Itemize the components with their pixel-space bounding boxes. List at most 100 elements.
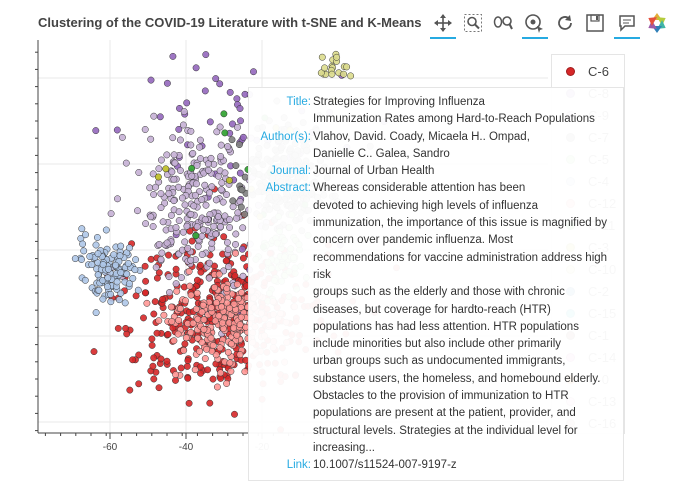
point-c-8[interactable] (238, 245, 246, 253)
point-c-9[interactable] (205, 274, 213, 282)
point-c-12[interactable] (216, 344, 224, 352)
point-c-9[interactable] (157, 190, 165, 198)
point-c-6[interactable] (164, 330, 172, 338)
point-c-9[interactable] (169, 134, 177, 142)
point-c-9[interactable] (150, 191, 158, 198)
point-c-9[interactable] (210, 222, 218, 230)
point-c-9[interactable] (184, 244, 192, 252)
point-c-9[interactable] (172, 224, 180, 231)
save-icon[interactable] (584, 12, 606, 34)
point-c-12[interactable] (215, 312, 223, 320)
tap-icon[interactable] (522, 12, 548, 39)
point-c-9[interactable] (205, 259, 213, 267)
hover-icon[interactable] (614, 12, 640, 39)
point-c-12[interactable] (218, 303, 225, 311)
point-c-7[interactable] (235, 141, 243, 149)
point-c-12[interactable] (167, 303, 175, 311)
reset-icon[interactable] (554, 12, 576, 34)
point-c-9[interactable] (198, 232, 206, 240)
point-c-9[interactable] (181, 201, 189, 209)
point-c-6[interactable] (185, 399, 193, 407)
point-c-12[interactable] (187, 328, 195, 336)
point-c-8[interactable] (183, 99, 191, 107)
point-c-10[interactable] (333, 53, 341, 61)
point-c-9[interactable] (179, 228, 187, 236)
point-c-9[interactable] (134, 207, 141, 215)
point-c-9[interactable] (176, 167, 184, 174)
point-c-4[interactable] (121, 299, 129, 307)
point-c-9[interactable] (214, 213, 222, 221)
point-c-4[interactable] (112, 261, 120, 269)
point-c-8[interactable] (201, 87, 209, 95)
point-c-12[interactable] (196, 347, 204, 355)
point-c-12[interactable] (199, 301, 207, 309)
point-c-12[interactable] (155, 317, 163, 325)
point-c-9[interactable] (225, 263, 233, 271)
point-c-9[interactable] (236, 198, 244, 205)
point-c-8[interactable] (229, 120, 236, 128)
point-c-8[interactable] (175, 125, 183, 133)
point-c-8[interactable] (169, 52, 177, 60)
point-c-4[interactable] (129, 274, 137, 282)
point-c-9[interactable] (204, 166, 212, 174)
point-c-9[interactable] (180, 108, 188, 116)
point-c-12[interactable] (217, 369, 225, 377)
point-c-9[interactable] (142, 220, 150, 228)
point-c-6[interactable] (135, 351, 143, 359)
point-c-12[interactable] (219, 325, 227, 333)
point-c-12[interactable] (227, 367, 235, 375)
point-c-11[interactable] (188, 164, 196, 172)
point-c-12[interactable] (233, 331, 241, 339)
point-c-12[interactable] (191, 366, 199, 374)
point-c-9[interactable] (226, 224, 234, 231)
point-c-8[interactable] (192, 64, 200, 72)
point-c-9[interactable] (219, 198, 227, 206)
point-c-4[interactable] (93, 234, 101, 241)
point-c-12[interactable] (187, 291, 195, 299)
point-c-9[interactable] (157, 156, 165, 164)
point-c-12[interactable] (172, 371, 180, 379)
point-c-12[interactable] (194, 315, 202, 323)
point-c-12[interactable] (207, 334, 215, 342)
point-c-8[interactable] (212, 75, 220, 83)
point-c-6[interactable] (142, 277, 150, 285)
point-c-6[interactable] (151, 298, 159, 306)
point-c-9[interactable] (147, 135, 155, 143)
point-c-8[interactable] (239, 133, 247, 141)
point-c-9[interactable] (202, 201, 210, 209)
point-c-9[interactable] (232, 240, 239, 248)
point-c-6[interactable] (140, 314, 147, 322)
point-c-12[interactable] (237, 313, 245, 321)
point-c-9[interactable] (155, 240, 163, 248)
point-c-12[interactable] (238, 289, 245, 296)
point-c-9[interactable] (165, 273, 173, 281)
point-c-12[interactable] (182, 297, 189, 305)
point-c-12[interactable] (207, 304, 215, 312)
point-c-9[interactable] (217, 153, 225, 160)
point-c-9[interactable] (198, 251, 206, 258)
point-c-6[interactable] (148, 335, 156, 343)
point-c-9[interactable] (223, 191, 230, 199)
point-c-12[interactable] (182, 334, 190, 342)
point-c-8[interactable] (226, 88, 234, 96)
point-c-10[interactable] (317, 69, 325, 77)
point-c-9[interactable] (175, 208, 183, 216)
point-c-12[interactable] (176, 305, 184, 313)
point-c-9[interactable] (150, 112, 158, 120)
point-c-8[interactable] (236, 169, 244, 177)
point-c-12[interactable] (223, 380, 231, 387)
point-c-9[interactable] (152, 263, 160, 271)
point-c-6[interactable] (181, 340, 189, 348)
point-c-6[interactable] (141, 262, 149, 270)
point-c-11[interactable] (221, 129, 229, 137)
point-c-12[interactable] (236, 351, 244, 359)
point-c-12[interactable] (209, 342, 217, 349)
point-c-10[interactable] (340, 70, 348, 78)
point-c-10[interactable] (347, 72, 355, 80)
point-c-3[interactable] (225, 176, 233, 184)
point-c-9[interactable] (157, 256, 165, 263)
point-c-4[interactable] (79, 240, 87, 248)
point-c-6[interactable] (122, 324, 130, 332)
point-c-8[interactable] (236, 105, 244, 112)
point-c-9[interactable] (191, 191, 199, 199)
